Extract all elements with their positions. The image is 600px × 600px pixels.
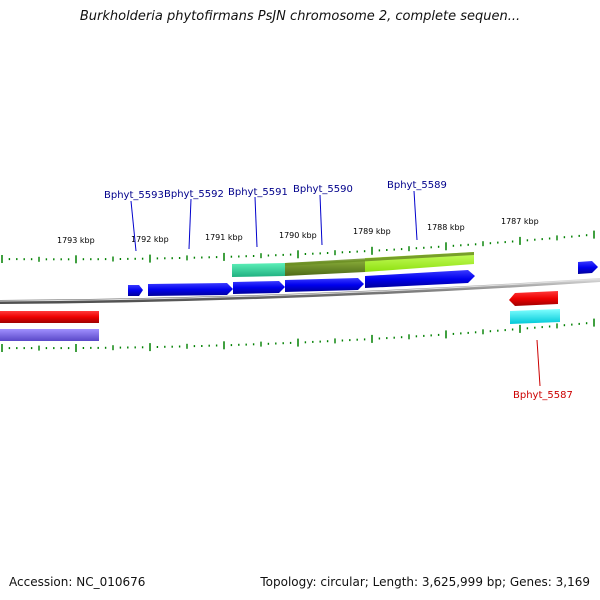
scale-ticks-outer (1, 230, 595, 264)
topology-summary: Topology: circular; Length: 3,625,999 bp… (260, 575, 590, 589)
scale-label-1793: 1793 kbp (57, 236, 95, 245)
scale-ticks-inner (1, 318, 595, 352)
cds-arrow-bphyt-5587[interactable] (509, 291, 558, 306)
cds-block-reverse-left[interactable] (0, 311, 99, 323)
gene-label-bphyt-5591[interactable]: Bphyt_5591 (228, 187, 288, 198)
scale-label-1790: 1790 kbp (279, 231, 317, 240)
scale-label-1791: 1791 kbp (205, 233, 243, 242)
cds-arrow-bphyt-5591[interactable] (233, 281, 285, 294)
feature-block-cyan[interactable] (510, 309, 560, 324)
leader-line-5587 (536, 339, 541, 387)
gene-label-bphyt-5589[interactable]: Bphyt_5589 (387, 180, 447, 191)
leader-line-5590 (319, 194, 323, 246)
cds-arrow-right-edge[interactable] (578, 261, 598, 274)
gene-label-bphyt-5590[interactable]: Bphyt_5590 (293, 184, 353, 195)
accession-label: Accession: NC_010676 (9, 575, 146, 589)
feature-block-seagreen[interactable] (232, 263, 285, 277)
scale-label-1788: 1788 kbp (427, 223, 465, 232)
feature-block-olive-top-edge (285, 252, 474, 266)
scale-label-1789: 1789 kbp (353, 227, 391, 236)
chromosome-backbone (0, 278, 600, 304)
scale-label-1787: 1787 kbp (501, 217, 539, 226)
chromosome-backbone-highlight (0, 278, 600, 302)
cds-arrow-bphyt-5590[interactable] (285, 278, 364, 292)
scale-label-1792: 1792 kbp (131, 235, 169, 244)
gene-label-bphyt-5592[interactable]: Bphyt_5592 (164, 189, 224, 200)
leader-line-5593 (130, 200, 137, 252)
cds-arrow-bphyt-5589[interactable] (365, 270, 475, 288)
leader-line-5592 (188, 198, 192, 250)
leader-line-5591 (254, 196, 258, 248)
gene-label-bphyt-5593[interactable]: Bphyt_5593 (104, 190, 164, 201)
map-title: Burkholderia phytofirmans PsJN chromosom… (79, 9, 521, 24)
cds-arrow-bphyt-5592[interactable] (148, 283, 233, 296)
gene-label-bphyt-5587[interactable]: Bphyt_5587 (513, 390, 573, 401)
cds-arrow-bphyt-5593[interactable] (128, 285, 143, 296)
feature-block-lavender[interactable] (0, 329, 99, 341)
leader-line-5589 (413, 190, 418, 241)
